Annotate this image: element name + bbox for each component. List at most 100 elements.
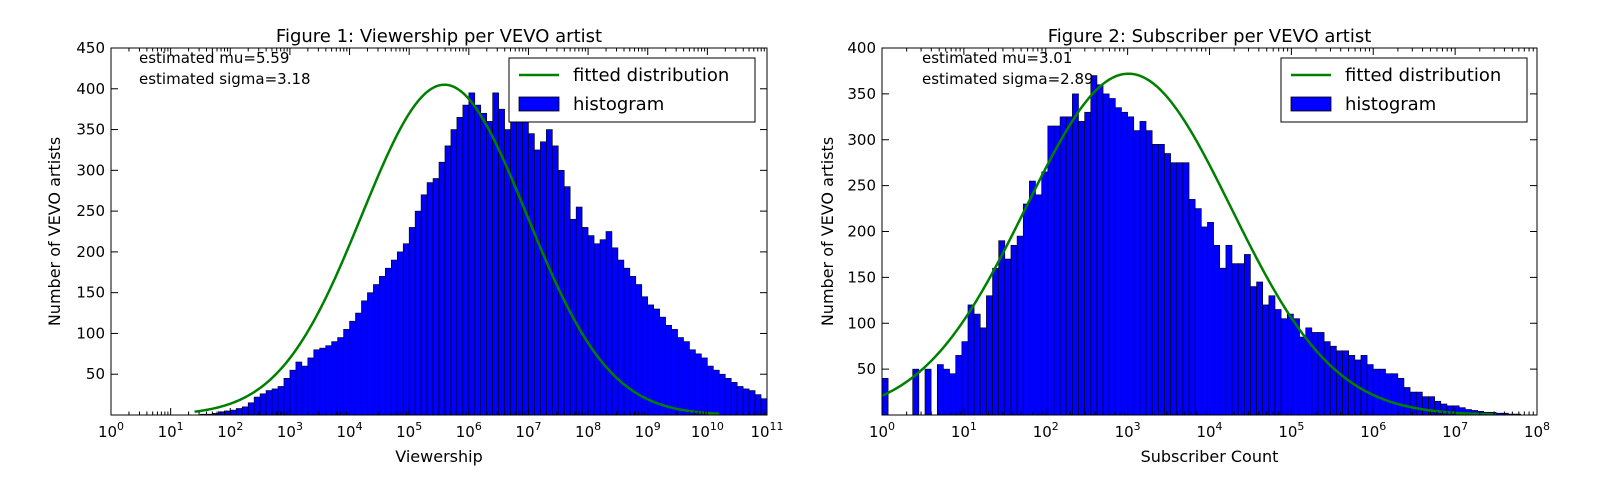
histogram-bar bbox=[1262, 304, 1270, 415]
histogram-bar bbox=[1029, 180, 1036, 415]
histogram-bar bbox=[936, 364, 944, 415]
histogram-bar bbox=[707, 365, 714, 415]
histogram-bar bbox=[1010, 244, 1018, 415]
histogram-bar bbox=[1164, 153, 1171, 415]
annotation-mu: estimated mu=3.01 bbox=[922, 49, 1072, 67]
histogram-bar bbox=[1231, 263, 1239, 415]
histogram-bar bbox=[1084, 111, 1092, 415]
histogram-bar bbox=[943, 368, 950, 415]
chart-2: 100 101 102 103 104 105 106 107 108 50 100 150 200 25… bbox=[818, 26, 1550, 466]
y-tick-label: 400 bbox=[847, 39, 876, 57]
histogram-bar bbox=[277, 386, 285, 415]
histogram-bar bbox=[247, 402, 255, 415]
x-tick-label: 106 bbox=[1360, 420, 1386, 441]
histogram-bar bbox=[961, 341, 969, 415]
histogram-bar bbox=[912, 368, 920, 415]
legend-label: fitted distribution bbox=[1345, 65, 1501, 86]
y-axis: 50 100 150 200 250 300 350 400 450 bbox=[76, 39, 767, 383]
histogram-bar bbox=[1139, 121, 1147, 415]
histogram-bar bbox=[480, 112, 488, 415]
histogram-bar bbox=[1434, 400, 1442, 415]
y-tick-label: 150 bbox=[76, 284, 105, 302]
histogram-bar bbox=[1065, 116, 1073, 415]
histogram-bar bbox=[1188, 199, 1196, 415]
histogram-bar bbox=[617, 259, 625, 415]
histogram-bar bbox=[355, 312, 362, 415]
histogram-bar bbox=[665, 324, 672, 415]
histogram-bar bbox=[468, 92, 476, 415]
histogram-bar bbox=[1053, 125, 1061, 415]
histogram-bar bbox=[331, 341, 338, 415]
annotation-sigma: estimated sigma=2.89 bbox=[922, 70, 1094, 88]
chart-title: Figure 1: Viewership per VEVO artist bbox=[276, 26, 602, 47]
histogram-bar bbox=[235, 408, 243, 415]
histogram-bar bbox=[1022, 203, 1030, 415]
histogram-bar bbox=[967, 304, 975, 415]
histogram-bar bbox=[924, 368, 932, 415]
histogram-bar bbox=[701, 357, 708, 415]
histogram-bar bbox=[1072, 93, 1079, 415]
x-tick-label: 103 bbox=[1115, 420, 1141, 441]
histogram-bar bbox=[1299, 336, 1307, 415]
histogram-bar bbox=[349, 320, 356, 415]
y-tick-label: 350 bbox=[76, 121, 105, 139]
y-axis-label: Number of VEVO artists bbox=[818, 137, 837, 326]
y-tick-label: 250 bbox=[847, 177, 876, 195]
histogram-bar bbox=[1078, 121, 1085, 415]
x-tick-label: 107 bbox=[515, 420, 541, 441]
x-tick-label: 107 bbox=[1442, 420, 1468, 441]
legend-label: histogram bbox=[573, 94, 664, 115]
histogram-bar bbox=[1342, 350, 1349, 415]
y-tick-label: 250 bbox=[76, 202, 105, 220]
histogram-bar bbox=[973, 313, 981, 415]
x-tick-label: 108 bbox=[575, 420, 601, 441]
y-tick-label: 150 bbox=[847, 268, 876, 286]
histogram-bar bbox=[1096, 84, 1104, 415]
histogram-bar bbox=[1225, 244, 1233, 415]
histogram-bar bbox=[1059, 116, 1067, 415]
histogram-bar bbox=[1004, 258, 1012, 415]
histogram-bar bbox=[385, 267, 392, 415]
histogram-bar bbox=[1237, 263, 1245, 415]
histogram-bar bbox=[1108, 98, 1116, 415]
histogram-bar bbox=[265, 390, 273, 415]
histogram-bar bbox=[992, 267, 999, 415]
histogram-bar bbox=[414, 210, 422, 415]
histogram-bar bbox=[986, 295, 993, 415]
histogram-bar bbox=[229, 409, 237, 415]
histogram-bar bbox=[575, 206, 583, 415]
histogram-bar bbox=[1250, 286, 1257, 415]
histogram-bar bbox=[522, 100, 529, 415]
x-tick-label: 100 bbox=[98, 420, 124, 441]
histogram-bar bbox=[1127, 116, 1135, 415]
plot-frame bbox=[110, 47, 768, 416]
histogram-bar bbox=[809, 412, 815, 415]
histogram-bar bbox=[1366, 364, 1374, 415]
y-tick-label: 100 bbox=[847, 314, 876, 332]
x-tick-label: 1011 bbox=[750, 420, 783, 441]
x-axis-label: Subscriber Count bbox=[1141, 447, 1279, 466]
legend-patch-swatch bbox=[1290, 96, 1332, 112]
y-tick-label: 300 bbox=[847, 131, 876, 149]
y-axis: 50 100 150 200 250 300 350 400 bbox=[847, 39, 1537, 378]
histogram-bar bbox=[510, 117, 517, 415]
histogram-bar bbox=[456, 117, 464, 415]
annotation-sigma: estimated sigma=3.18 bbox=[139, 70, 311, 88]
histogram-bar bbox=[1213, 244, 1221, 415]
x-tick-label: 108 bbox=[1524, 420, 1550, 441]
histogram-bar bbox=[1145, 130, 1153, 415]
histogram-bar bbox=[1415, 391, 1423, 415]
x-axis: 100 101 102 103 104 105 106 107 108 109 1010 1011 bbox=[98, 48, 784, 441]
x-tick-label: 105 bbox=[1278, 420, 1304, 441]
x-tick-label: 101 bbox=[951, 420, 977, 441]
histogram-bar bbox=[653, 308, 660, 415]
histogram-bar bbox=[1047, 125, 1055, 415]
histogram-bar bbox=[1133, 130, 1141, 415]
histogram-bar bbox=[791, 408, 797, 415]
histogram-bar bbox=[779, 405, 785, 415]
histogram-bar bbox=[1182, 162, 1190, 415]
histogram-bar bbox=[373, 284, 380, 415]
histogram-bar bbox=[325, 345, 332, 415]
histogram-bar bbox=[1090, 75, 1098, 415]
